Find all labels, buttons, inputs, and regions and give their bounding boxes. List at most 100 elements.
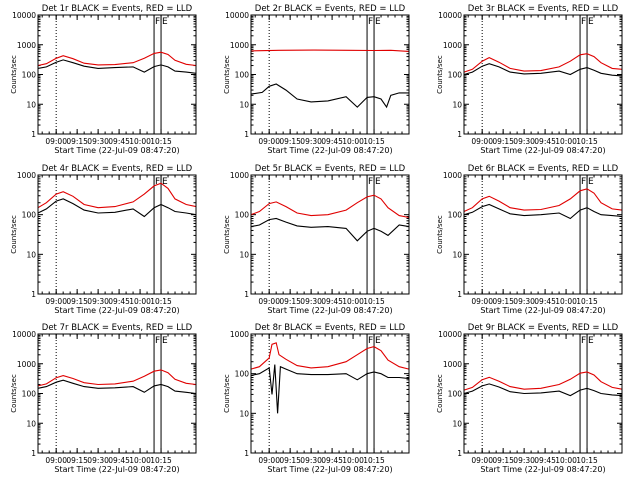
series-line-events: [37, 379, 197, 395]
plot-frame: [37, 333, 197, 454]
marker-label-f: F: [368, 17, 373, 27]
y-tick-label: 10: [26, 100, 36, 109]
x-tick-label: 09:00: [471, 456, 493, 465]
x-tick-label: 09:15: [66, 456, 88, 465]
y-axis-label: Counts/sec: [10, 215, 18, 254]
y-tick-label: 10: [26, 419, 36, 428]
x-tick-label: 10:00: [555, 137, 577, 146]
y-tick-label: 100: [448, 211, 463, 220]
x-tick-label: 09:45: [108, 456, 130, 465]
series-line-lld: [250, 49, 410, 52]
x-tick-label: 10:15: [363, 137, 385, 146]
y-tick-label: 10: [452, 100, 462, 109]
x-tick-label: 10:00: [129, 456, 151, 465]
y-tick-label: 100: [235, 211, 250, 220]
y-tick-label: 1000: [230, 41, 249, 50]
x-tick-label: 09:30: [300, 137, 322, 146]
marker-label-e: E: [162, 177, 168, 187]
series-line-events: [463, 203, 623, 220]
y-tick-label: 10: [239, 100, 249, 109]
x-tick-label: 09:45: [321, 456, 343, 465]
x-tick-label: 09:00: [45, 456, 67, 465]
y-tick-label: 100: [448, 71, 463, 80]
x-tick-label: 09:00: [45, 137, 67, 146]
y-tick-label: 100: [235, 370, 250, 379]
y-axis-label: Counts/sec: [223, 215, 231, 254]
marker-label-e: E: [375, 17, 381, 27]
marker-label-f: F: [155, 177, 160, 187]
x-tick-label: 10:15: [150, 137, 172, 146]
x-tick-label: 10:15: [576, 137, 598, 146]
series-line-events: [37, 59, 197, 74]
y-tick-label: 10: [26, 250, 36, 259]
panel-6: Det 6r BLACK = Events, RED = LLD 1 10 100 10…: [436, 164, 623, 315]
y-tick-label: 10: [452, 250, 462, 259]
x-tick-label: 09:45: [321, 297, 343, 306]
x-tick-label: 09:30: [87, 456, 109, 465]
x-tick-label: 10:00: [555, 456, 577, 465]
x-tick-label: 09:15: [492, 137, 514, 146]
series-line-events: [250, 83, 409, 109]
x-tick-label: 10:00: [129, 297, 151, 306]
series-line-lld: [463, 188, 623, 213]
x-axis-label: Start Time (22-Jul-09 08:47:20): [480, 146, 605, 155]
x-tick-label: 10:15: [150, 297, 172, 306]
x-tick-label: 10:00: [342, 137, 364, 146]
plot-frame: [37, 14, 197, 135]
y-tick-label: 1000: [17, 171, 36, 180]
marker-label-f: F: [581, 177, 586, 187]
x-tick-label: 09:30: [87, 137, 109, 146]
series-line-events: [463, 383, 623, 397]
y-axis-label: Counts/sec: [10, 374, 18, 413]
y-tick-label: 10000: [438, 330, 462, 339]
panel-4: Det 4r BLACK = Events, RED = LLD 1 10 100 10…: [10, 164, 197, 315]
plot-frame: [250, 174, 410, 295]
x-tick-label: 09:30: [300, 297, 322, 306]
x-tick-label: 09:00: [471, 137, 493, 146]
panel-title: Det 7r BLACK = Events, RED = LLD: [42, 323, 193, 333]
panel-title: Det 3r BLACK = Events, RED = LLD: [468, 4, 619, 14]
y-tick-label: 1: [244, 130, 249, 139]
x-axis-label: Start Time (22-Jul-09 08:47:20): [267, 306, 392, 315]
marker-label-f: F: [368, 336, 373, 346]
x-tick-label: 09:15: [279, 297, 301, 306]
panel-7: Det 7r BLACK = Events, RED = LLD 1 10 100 10…: [10, 323, 197, 474]
y-tick-label: 1000: [17, 360, 36, 369]
x-tick-label: 09:45: [534, 137, 556, 146]
marker-label-f: F: [155, 17, 160, 27]
x-tick-label: 10:00: [342, 297, 364, 306]
x-tick-label: 09:30: [513, 297, 535, 306]
x-tick-label: 09:45: [321, 137, 343, 146]
panel-5: Det 5r BLACK = Events, RED = LLD 1 10 100 10…: [223, 164, 410, 315]
panel-2: Det 2r BLACK = Events, RED = LLD 1 10 100 10…: [223, 4, 410, 155]
panel-3: Det 3r BLACK = Events, RED = LLD 1 10 100 10…: [436, 4, 623, 155]
x-tick-label: 10:15: [576, 456, 598, 465]
y-tick-label: 10000: [12, 330, 36, 339]
series-line-events: [250, 217, 410, 242]
marker-label-e: E: [588, 177, 594, 187]
panel-1: Det 1r BLACK = Events, RED = LLD 1 10 100 10…: [10, 4, 197, 155]
y-tick-label: 1: [31, 130, 36, 139]
x-tick-label: 09:45: [108, 297, 130, 306]
y-tick-label: 10000: [438, 11, 462, 20]
x-tick-label: 09:30: [513, 456, 535, 465]
panel-title: Det 4r BLACK = Events, RED = LLD: [42, 164, 193, 174]
marker-label-f: F: [368, 177, 373, 187]
y-tick-label: 1000: [443, 171, 462, 180]
y-tick-label: 1000: [230, 330, 249, 339]
marker-label-e: E: [162, 17, 168, 27]
y-tick-label: 1: [457, 130, 462, 139]
marker-label-e: E: [375, 336, 381, 346]
x-axis-label: Start Time (22-Jul-09 08:47:20): [480, 465, 605, 474]
panel-9: Det 9r BLACK = Events, RED = LLD 1 10 100 10…: [436, 323, 623, 474]
x-tick-label: 09:30: [300, 456, 322, 465]
y-tick-label: 1: [31, 449, 36, 458]
x-tick-label: 10:00: [555, 297, 577, 306]
x-tick-label: 09:45: [108, 137, 130, 146]
x-tick-label: 10:15: [363, 297, 385, 306]
series-line-lld: [463, 371, 623, 391]
marker-label-e: E: [588, 17, 594, 27]
y-tick-label: 100: [22, 211, 37, 220]
y-tick-label: 1000: [17, 41, 36, 50]
plot-frame: [250, 14, 410, 135]
